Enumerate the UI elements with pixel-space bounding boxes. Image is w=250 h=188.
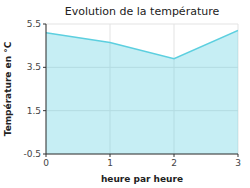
tick-label-y: 1.5 bbox=[27, 106, 41, 116]
tick-label-x: 2 bbox=[171, 158, 177, 168]
chart: 0 1 2 3 -0.5 1.5 3.5 5.5 Evolution de la tempéra… bbox=[0, 0, 250, 188]
tick-label-x: 0 bbox=[43, 158, 49, 168]
grid-line-y bbox=[46, 24, 238, 25]
x-axis bbox=[46, 154, 238, 155]
x-axis-label: heure par heure bbox=[101, 174, 183, 184]
grid bbox=[46, 24, 238, 154]
plot-area bbox=[46, 31, 238, 155]
grid-line-x bbox=[46, 24, 47, 154]
tick-x bbox=[110, 154, 111, 157]
tick-label-x: 1 bbox=[107, 158, 113, 168]
tick-y bbox=[43, 24, 46, 25]
y-axis-label: Température en °C bbox=[3, 41, 13, 136]
title: Evolution de la température bbox=[65, 5, 220, 18]
line bbox=[46, 31, 238, 59]
tick-y bbox=[43, 67, 46, 68]
tick-label-y: 5.5 bbox=[27, 19, 41, 29]
tick-y bbox=[43, 110, 46, 111]
y-axis bbox=[46, 24, 47, 154]
area bbox=[46, 31, 238, 155]
grid-line-y bbox=[46, 154, 238, 155]
tick-x bbox=[174, 154, 175, 157]
tick-label-y: -0.5 bbox=[23, 149, 41, 159]
tick-x bbox=[238, 154, 239, 157]
tick-label-y: 3.5 bbox=[27, 62, 41, 72]
tick-y bbox=[43, 154, 46, 155]
tick-label-x: 3 bbox=[235, 158, 241, 168]
